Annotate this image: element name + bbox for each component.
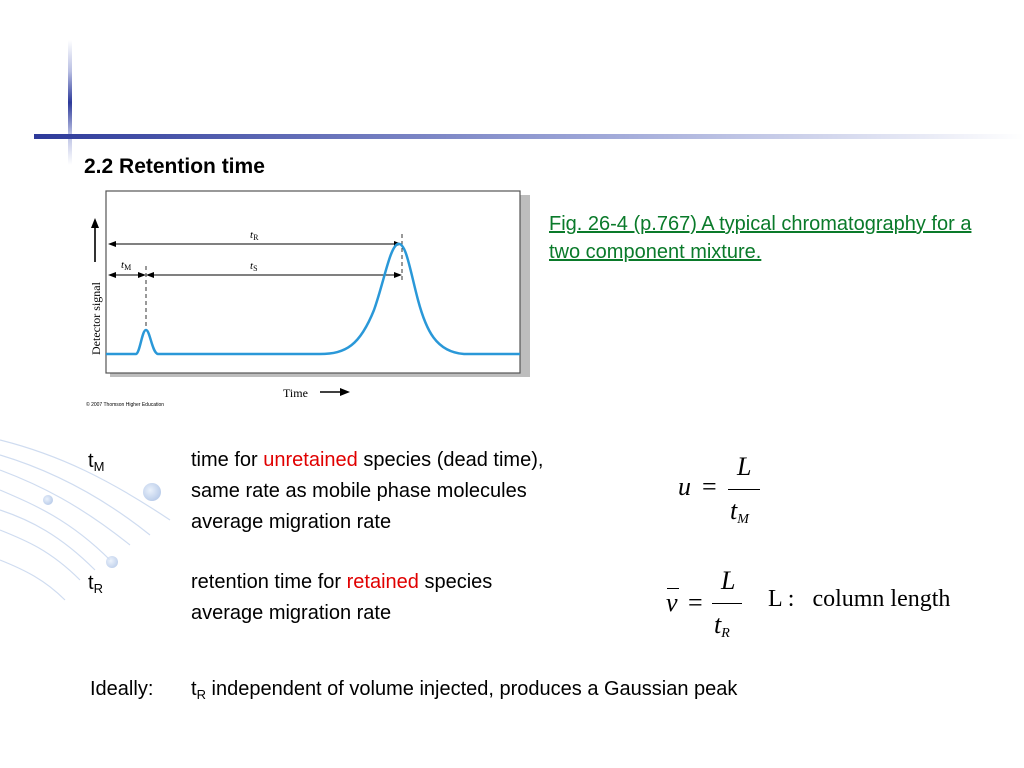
figure-caption[interactable]: Fig. 26-4 (p.767) A typical chromatograp…	[549, 213, 972, 263]
x-axis-label: Time	[283, 386, 308, 400]
t-s-label: tS	[250, 260, 258, 273]
definition-tm-line2: same rate as mobile phase molecules	[191, 480, 527, 502]
definition-tr-line1: retention time for retained species	[191, 571, 493, 593]
term-tr: tR	[88, 572, 103, 596]
definition-tm: time for unretained species (dead time),…	[191, 445, 543, 538]
chromatogram-figure: Detector signal tR tM tS Time © 2007 Tho…	[86, 190, 530, 408]
definition-tr: retention time for retained species aver…	[191, 567, 492, 629]
figure-copyright: © 2007 Thomson Higher Education	[86, 401, 164, 408]
t-m-label: tM	[121, 259, 131, 272]
equation-u: u = L tM	[678, 452, 778, 532]
ideally-label: Ideally:	[90, 678, 154, 700]
definition-tr-line2: average migration rate	[191, 602, 392, 624]
equation-v: v = L tR L : column length	[666, 566, 951, 641]
y-axis-label: Detector signal	[89, 281, 103, 355]
t-r-label: tR	[250, 229, 259, 242]
signal-curve	[106, 242, 520, 356]
page-title: 2.2 Retention time	[84, 155, 265, 178]
definition-tm-line3: average migration rate	[191, 511, 392, 533]
ideally-text: tR independent of volume injected, produ…	[191, 678, 738, 702]
definition-tm-line1: time for unretained species (dead time),	[191, 449, 544, 471]
column-length-note: L : column length	[768, 586, 951, 612]
term-tm: tM	[88, 450, 105, 474]
